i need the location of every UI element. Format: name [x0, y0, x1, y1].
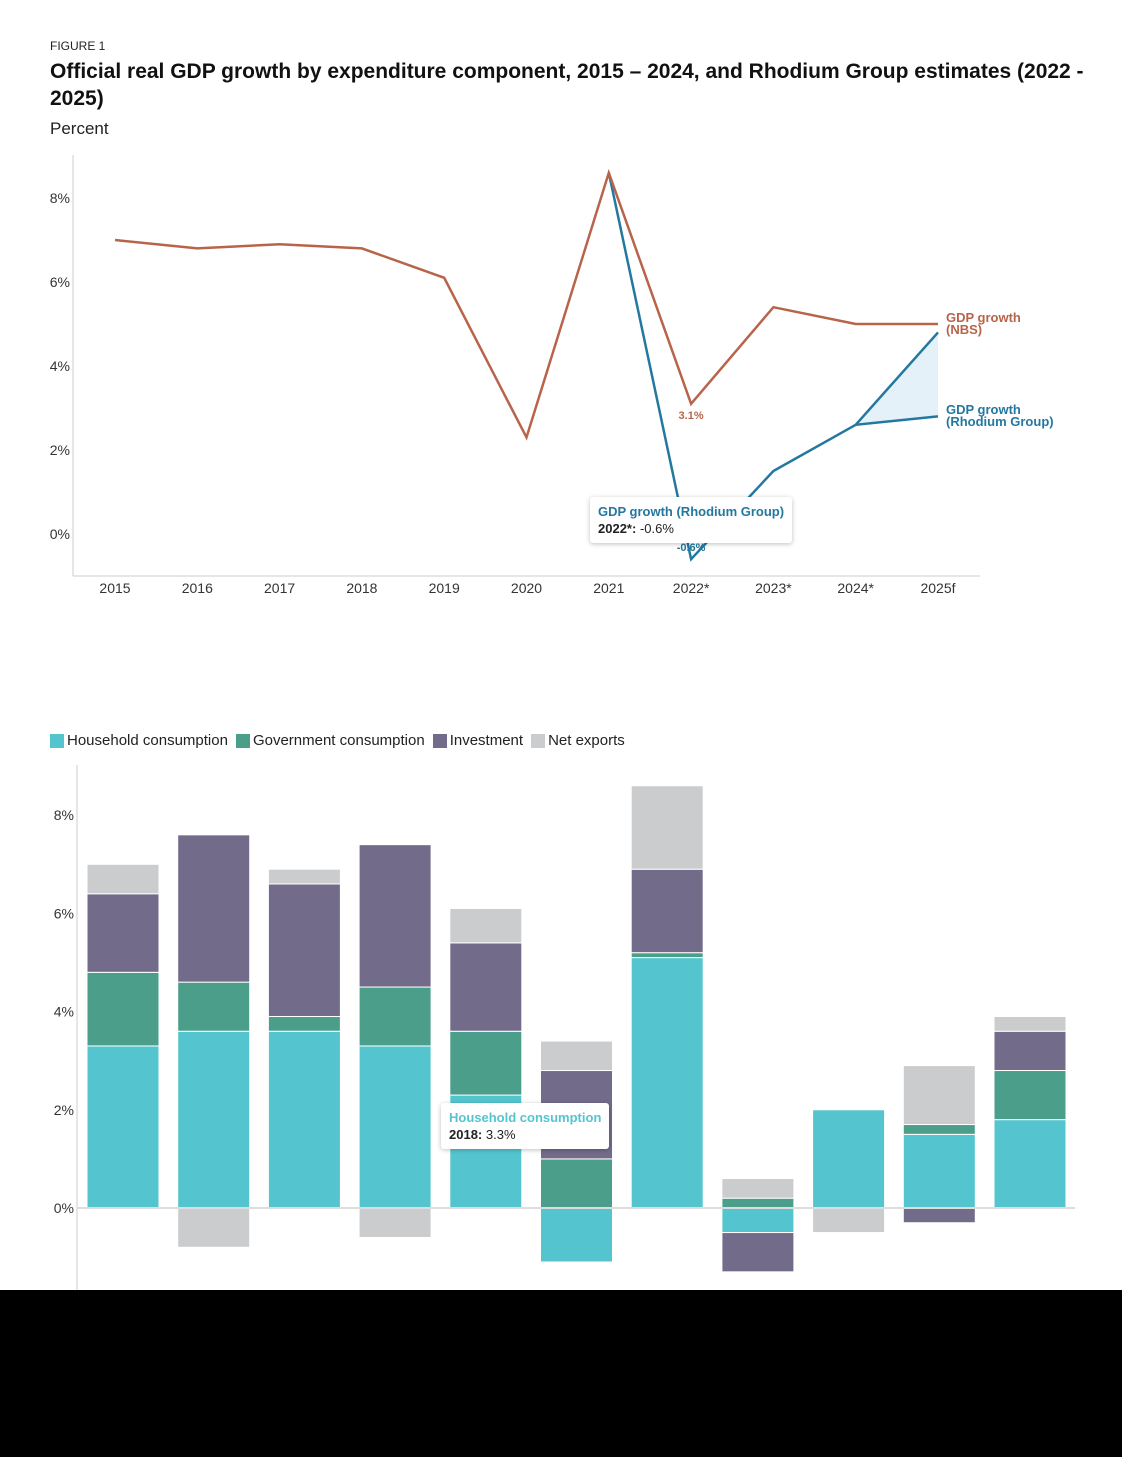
bar-legend: Household consumption Government consump… [50, 732, 625, 749]
bar-segment [721, 1232, 795, 1273]
x-tick-label: 2017 [264, 580, 295, 596]
bar-segment [993, 1070, 1067, 1121]
bar-segment [449, 907, 523, 944]
bar-segment [902, 1207, 976, 1224]
y-tick-label: 4% [54, 1004, 74, 1020]
bar-segment [540, 1207, 613, 1263]
line-chart: 0% 2% 4% 6% 8% 2015 2016 2017 2018 2019 2020 2021 20… [50, 155, 1054, 596]
legend-swatch [432, 733, 447, 748]
bar-chart: 0% 2% 4% 6% 8% [54, 765, 1075, 1290]
bar-segment [630, 952, 704, 959]
y-tick-label: 0% [54, 1200, 74, 1216]
bar-segment [902, 1065, 976, 1126]
data-label: -0.6% [677, 542, 706, 554]
legend-item-government[interactable]: Government consumption [235, 732, 425, 749]
series-label: GDP growth [946, 402, 1021, 417]
bar-segment [449, 1030, 523, 1096]
x-tick-label: 2024* [837, 580, 874, 596]
series-label: (NBS) [946, 322, 982, 337]
bar-segment [86, 863, 160, 895]
legend-swatch [50, 733, 64, 748]
legend-item-investment[interactable]: Investment [432, 732, 524, 749]
bar-segment [86, 893, 160, 973]
legend-item-net-exports[interactable]: Net exports [531, 732, 625, 749]
bar-segment [721, 1178, 795, 1199]
bar-segment [358, 986, 432, 1047]
tooltip-series: Household consumption [449, 1110, 602, 1125]
bar-segment [812, 1207, 886, 1234]
x-tick-label: 2020 [511, 580, 542, 596]
y-tick-label: 4% [50, 358, 70, 374]
bar-segment [177, 834, 251, 983]
bar-segment [177, 1030, 251, 1209]
y-tick-label: 8% [50, 190, 70, 206]
legend-swatch [235, 733, 250, 748]
bar-segment [267, 1016, 341, 1032]
bar-segment [812, 1109, 886, 1209]
bar-segment [86, 971, 160, 1047]
bar-segment [449, 942, 523, 1032]
tooltip-value: 3.3% [485, 1127, 516, 1142]
x-tick-label: 2016 [182, 580, 213, 596]
unit-label: Percent [50, 119, 109, 138]
legend-label: Net exports [548, 732, 625, 749]
tooltip-category: 2022*: [598, 521, 637, 536]
bar-segment [86, 1045, 160, 1209]
bar-segment [993, 1119, 1067, 1209]
bar-segment [358, 1045, 432, 1209]
figure-label: FIGURE 1 [50, 39, 106, 53]
tooltip-value: -0.6% [639, 521, 674, 536]
x-tick-label: 2019 [429, 580, 460, 596]
tooltip-category: 2018: [449, 1127, 483, 1142]
x-tick-label: 2023* [755, 580, 792, 596]
bar-segment [721, 1207, 795, 1234]
x-tick-label: 2018 [346, 580, 377, 596]
bar-segment [177, 981, 251, 1032]
x-tick-label: 2021 [593, 580, 624, 596]
y-tick-label: 2% [54, 1102, 74, 1118]
legend-swatch [531, 733, 546, 748]
y-tick-label: 6% [54, 905, 74, 921]
y-tick-label: 0% [50, 526, 70, 542]
bar-segment [630, 957, 704, 1209]
bar-segment [267, 868, 341, 885]
x-tick-label: 2025f [920, 580, 955, 596]
chart-title: Official real GDP growth by expenditure … [50, 60, 1084, 110]
bar-tooltip: Household consumption 2018: 3.3% [441, 1103, 610, 1149]
bar-segment [267, 1030, 341, 1209]
tooltip-series: GDP growth (Rhodium Group) [598, 504, 785, 519]
bar-segment [993, 1016, 1067, 1032]
bar-segment [540, 1040, 613, 1072]
legend-label: Investment [449, 732, 524, 749]
series-label: GDP growth [946, 310, 1021, 325]
range-upper-line [854, 331, 939, 426]
bar-segment [721, 1197, 795, 1209]
blank-area [0, 1290, 1122, 1457]
y-tick-label: 8% [54, 807, 74, 823]
data-label: 3.1% [679, 410, 704, 422]
bar-segment [358, 1207, 432, 1238]
series-label: (Rhodium Group) [946, 414, 1054, 429]
bar-segment [993, 1030, 1067, 1072]
bar-segment [358, 844, 432, 988]
bar-segment [630, 785, 704, 870]
x-tick-label: 2022* [673, 580, 710, 596]
bar-segment [267, 883, 341, 1018]
line-tooltip: GDP growth (Rhodium Group) 2022*: -0.6% [590, 497, 793, 543]
bar-segment [902, 1124, 976, 1135]
bar-segment [540, 1158, 613, 1209]
legend-label: Household consumption [67, 732, 228, 749]
y-tick-label: 2% [50, 442, 70, 458]
legend-label: Government consumption [252, 732, 425, 749]
legend-item-household[interactable]: Household consumption [50, 732, 228, 749]
bar-segment [630, 868, 704, 954]
y-tick-label: 6% [50, 274, 70, 290]
bar-segment [177, 1207, 251, 1248]
x-tick-label: 2015 [99, 580, 130, 596]
bar-segment [902, 1133, 976, 1209]
